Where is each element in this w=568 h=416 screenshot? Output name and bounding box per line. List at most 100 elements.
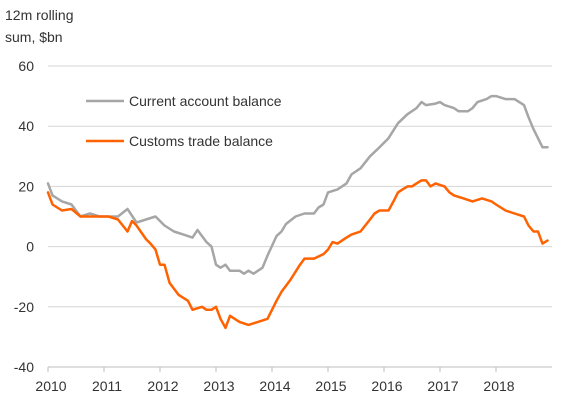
data-point-current-account [443, 104, 445, 106]
data-point-current-account [173, 230, 175, 232]
data-point-customs-trade [51, 203, 53, 205]
legend-item-current-account: Current account balance [86, 93, 282, 109]
data-point-current-account [406, 113, 408, 115]
grid-lines [48, 65, 552, 368]
data-point-customs-trade [532, 230, 534, 232]
data-point-customs-trade [126, 230, 128, 232]
data-point-customs-trade [70, 208, 72, 210]
data-point-customs-trade [159, 264, 161, 266]
data-point-customs-trade [266, 318, 268, 320]
data-point-current-account [378, 146, 380, 148]
data-point-customs-trade [271, 309, 273, 311]
data-point-customs-trade [257, 321, 259, 323]
data-point-current-account [397, 122, 399, 124]
data-point-customs-trade [191, 309, 193, 311]
data-point-customs-trade [168, 282, 170, 284]
data-point-customs-trade [411, 185, 413, 187]
y-axis-label-line-1: 12m rolling [5, 7, 73, 23]
data-point-customs-trade [61, 209, 63, 211]
data-point-customs-trade [313, 257, 315, 259]
data-point-customs-trade [434, 182, 436, 184]
series-points-current-account [47, 95, 549, 275]
x-tick-label: 2012 [147, 378, 178, 394]
data-point-current-account [336, 188, 338, 190]
y-tick-label: 20 [18, 178, 34, 194]
data-point-customs-trade [345, 236, 347, 238]
data-point-current-account [425, 104, 427, 106]
data-point-customs-trade [373, 212, 375, 214]
data-point-customs-trade [425, 179, 427, 181]
data-point-current-account [313, 212, 315, 214]
data-point-customs-trade [504, 209, 506, 211]
data-point-customs-trade [401, 188, 403, 190]
x-tick-label: 2016 [371, 378, 402, 394]
data-point-customs-trade [219, 318, 221, 320]
data-point-customs-trade [280, 291, 282, 293]
data-point-customs-trade [420, 179, 422, 181]
data-point-current-account [485, 98, 487, 100]
data-point-customs-trade [210, 309, 212, 311]
data-point-customs-trade [481, 197, 483, 199]
data-point-current-account [532, 128, 534, 130]
data-point-current-account [252, 273, 254, 275]
data-point-customs-trade [369, 218, 371, 220]
data-point-current-account [415, 107, 417, 109]
legend: Current account balance Customs trade ba… [86, 93, 282, 149]
data-point-customs-trade [462, 197, 464, 199]
data-point-current-account [61, 200, 63, 202]
data-point-customs-trade [47, 191, 49, 193]
data-point-customs-trade [303, 257, 305, 259]
data-point-customs-trade [471, 200, 473, 202]
data-point-current-account [327, 191, 329, 193]
data-point-current-account [126, 208, 128, 210]
data-point-customs-trade [215, 306, 217, 308]
data-point-customs-trade [453, 194, 455, 196]
data-point-current-account [527, 116, 529, 118]
data-point-current-account [523, 104, 525, 106]
data-point-current-account [420, 101, 422, 103]
data-point-customs-trade [149, 242, 151, 244]
data-point-current-account [495, 95, 497, 97]
x-tick-label: 2014 [259, 378, 290, 394]
data-point-customs-trade [383, 209, 385, 211]
data-point-customs-trade [359, 230, 361, 232]
data-point-current-account [387, 137, 389, 139]
data-point-customs-trade [541, 242, 543, 244]
data-point-customs-trade [336, 242, 338, 244]
data-point-customs-trade [546, 239, 548, 241]
data-point-customs-trade [79, 215, 81, 217]
data-point-current-account [476, 101, 478, 103]
data-point-current-account [434, 102, 436, 104]
data-point-current-account [280, 230, 282, 232]
data-point-current-account [205, 241, 207, 243]
data-point-customs-trade [201, 306, 203, 308]
data-point-customs-trade [527, 224, 529, 226]
data-point-current-account [163, 224, 165, 226]
data-point-customs-trade [406, 185, 408, 187]
data-point-customs-trade [331, 241, 333, 243]
data-point-current-account [471, 107, 473, 109]
data-point-customs-trade [387, 209, 389, 211]
data-point-current-account [243, 273, 245, 275]
data-point-current-account [238, 270, 240, 272]
data-point-customs-trade [490, 200, 492, 202]
data-point-customs-trade [247, 324, 249, 326]
data-point-customs-trade [131, 220, 133, 222]
data-point-customs-trade [537, 230, 539, 232]
y-tick-label: -40 [14, 359, 34, 375]
series-line-customs-trade [46, 179, 549, 330]
data-point-current-account [317, 206, 319, 208]
data-point-current-account [369, 155, 371, 157]
data-point-customs-trade [523, 215, 525, 217]
data-point-current-account [89, 212, 91, 214]
data-point-customs-trade [98, 215, 100, 217]
data-point-current-account [294, 215, 296, 217]
data-point-current-account [303, 212, 305, 214]
series-line-current-account [46, 94, 549, 275]
data-point-current-account [215, 264, 217, 266]
data-point-current-account [266, 254, 268, 256]
data-point-customs-trade [392, 200, 394, 202]
series-lines [46, 94, 549, 330]
